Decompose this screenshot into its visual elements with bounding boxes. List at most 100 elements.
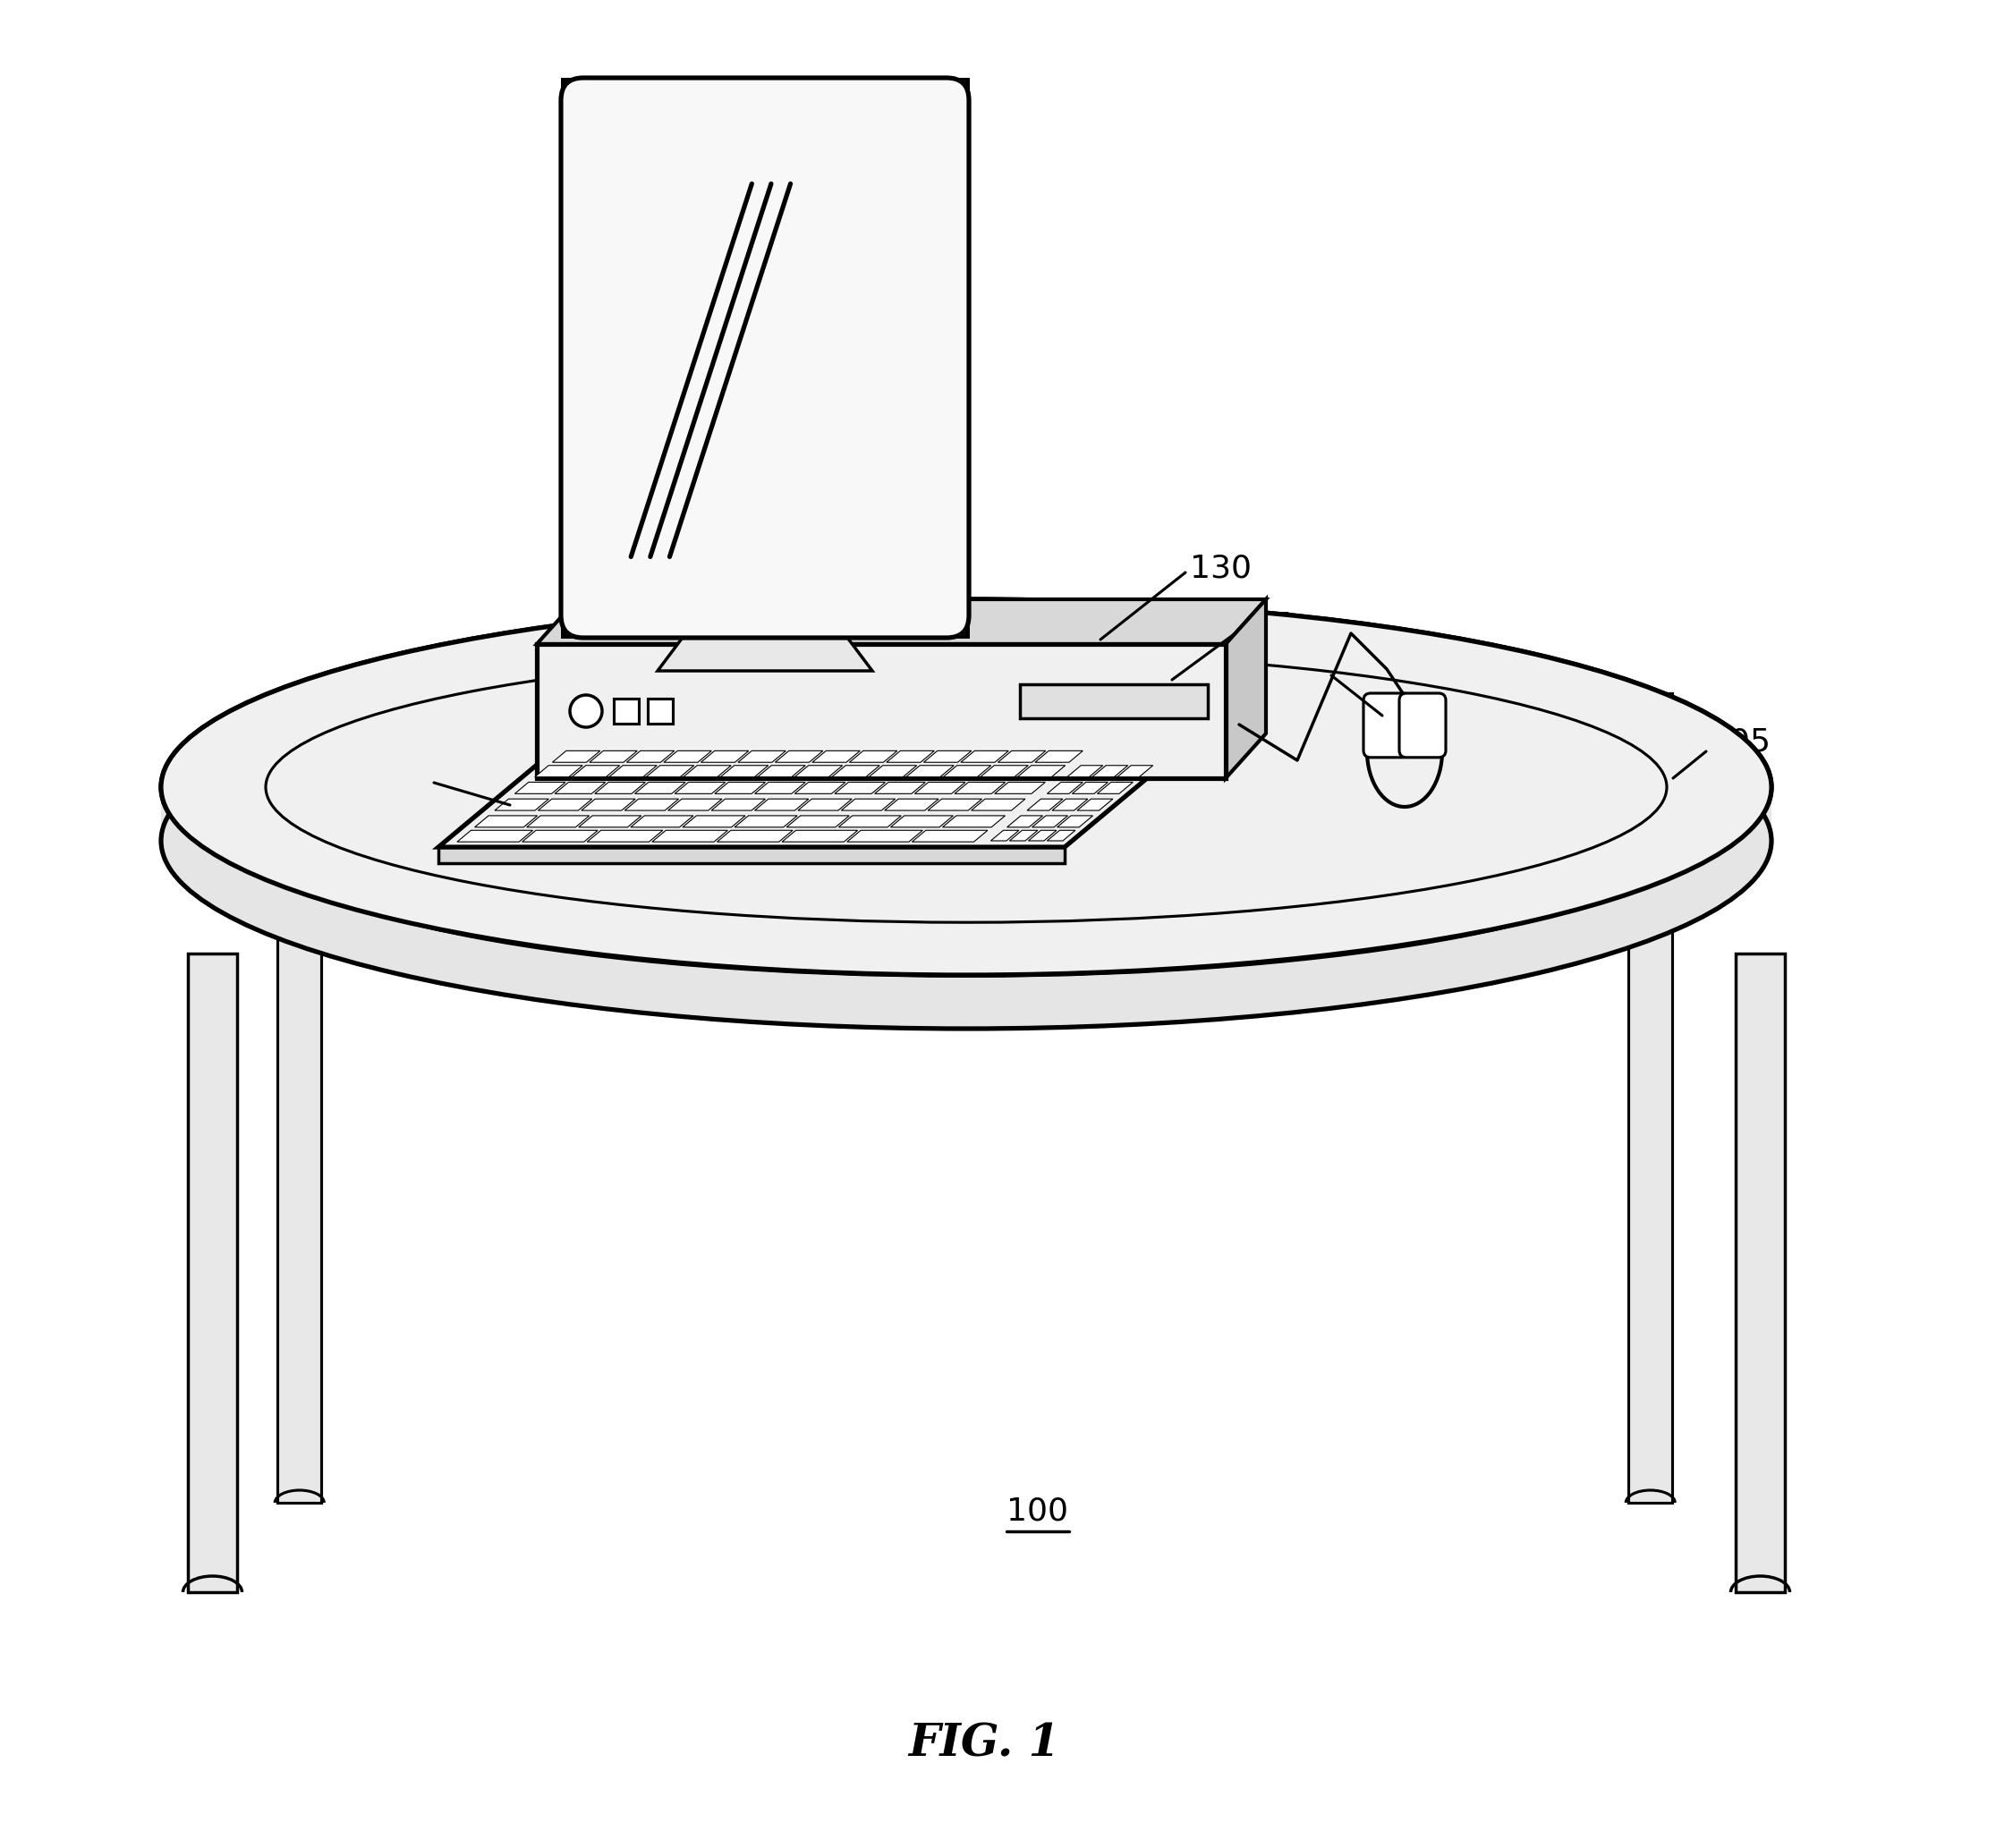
Polygon shape (868, 765, 916, 776)
Polygon shape (579, 815, 641, 828)
Polygon shape (537, 599, 1265, 643)
Polygon shape (774, 750, 822, 763)
Polygon shape (754, 782, 804, 793)
Polygon shape (834, 782, 886, 793)
Polygon shape (912, 830, 988, 843)
Polygon shape (625, 798, 679, 811)
Polygon shape (1018, 765, 1066, 776)
Polygon shape (924, 750, 972, 763)
Polygon shape (1118, 765, 1154, 776)
Polygon shape (563, 81, 966, 636)
Polygon shape (1052, 798, 1088, 811)
Polygon shape (589, 750, 637, 763)
Polygon shape (1048, 782, 1082, 793)
Polygon shape (1078, 798, 1114, 811)
Polygon shape (277, 693, 321, 1502)
Polygon shape (906, 765, 954, 776)
Polygon shape (928, 798, 982, 811)
Ellipse shape (162, 599, 1770, 976)
Polygon shape (515, 782, 565, 793)
Polygon shape (1010, 830, 1038, 841)
Polygon shape (609, 765, 657, 776)
Polygon shape (739, 750, 786, 763)
Polygon shape (188, 954, 238, 1593)
Polygon shape (669, 798, 723, 811)
Polygon shape (782, 830, 858, 843)
Polygon shape (1032, 815, 1068, 828)
Polygon shape (523, 830, 597, 843)
Polygon shape (527, 815, 589, 828)
Polygon shape (721, 765, 768, 776)
Polygon shape (573, 765, 619, 776)
Text: 110: 110 (1333, 650, 1395, 682)
Polygon shape (874, 782, 926, 793)
Polygon shape (439, 743, 1190, 846)
Polygon shape (914, 782, 966, 793)
Polygon shape (786, 815, 848, 828)
Polygon shape (994, 782, 1046, 793)
FancyBboxPatch shape (1399, 693, 1445, 758)
Polygon shape (675, 782, 725, 793)
Polygon shape (1226, 599, 1265, 778)
Ellipse shape (162, 599, 1770, 976)
Ellipse shape (162, 652, 1770, 1029)
Polygon shape (639, 573, 890, 599)
Polygon shape (1098, 782, 1134, 793)
Polygon shape (683, 815, 745, 828)
Polygon shape (627, 750, 675, 763)
Polygon shape (537, 643, 1226, 778)
Polygon shape (717, 830, 792, 843)
FancyBboxPatch shape (1363, 693, 1409, 758)
Polygon shape (1048, 830, 1076, 841)
Polygon shape (555, 782, 605, 793)
Polygon shape (1028, 798, 1062, 811)
Bar (613, 699, 639, 724)
Text: 100: 100 (1006, 1497, 1068, 1526)
Polygon shape (840, 798, 896, 811)
Polygon shape (162, 787, 1770, 841)
FancyBboxPatch shape (561, 78, 968, 638)
Text: 130: 130 (1190, 553, 1251, 584)
Polygon shape (954, 782, 1006, 793)
Polygon shape (990, 830, 1018, 841)
Polygon shape (711, 798, 764, 811)
Polygon shape (715, 782, 764, 793)
Bar (649, 699, 673, 724)
Polygon shape (657, 636, 872, 671)
Polygon shape (886, 750, 934, 763)
Polygon shape (1008, 815, 1042, 828)
Polygon shape (439, 846, 1064, 863)
Polygon shape (639, 554, 910, 573)
Text: 205: 205 (1709, 728, 1770, 758)
Polygon shape (812, 750, 860, 763)
Polygon shape (647, 765, 695, 776)
Polygon shape (944, 765, 992, 776)
Polygon shape (701, 750, 748, 763)
Polygon shape (535, 765, 583, 776)
Polygon shape (587, 830, 663, 843)
Polygon shape (553, 750, 601, 763)
Polygon shape (754, 798, 808, 811)
Polygon shape (581, 798, 635, 811)
Ellipse shape (1367, 697, 1443, 808)
Polygon shape (846, 830, 922, 843)
Polygon shape (1072, 782, 1108, 793)
Polygon shape (884, 798, 938, 811)
Polygon shape (475, 815, 537, 828)
Polygon shape (838, 815, 902, 828)
Polygon shape (832, 765, 880, 776)
Polygon shape (635, 782, 685, 793)
Polygon shape (683, 765, 731, 776)
Polygon shape (798, 798, 852, 811)
Polygon shape (1058, 815, 1094, 828)
Polygon shape (1092, 765, 1128, 776)
Ellipse shape (571, 695, 603, 728)
Polygon shape (595, 782, 645, 793)
Polygon shape (998, 750, 1046, 763)
Text: 140: 140 (1236, 612, 1295, 641)
Polygon shape (495, 798, 549, 811)
Polygon shape (1028, 830, 1056, 841)
Polygon shape (457, 830, 533, 843)
Polygon shape (735, 815, 796, 828)
Polygon shape (960, 750, 1008, 763)
